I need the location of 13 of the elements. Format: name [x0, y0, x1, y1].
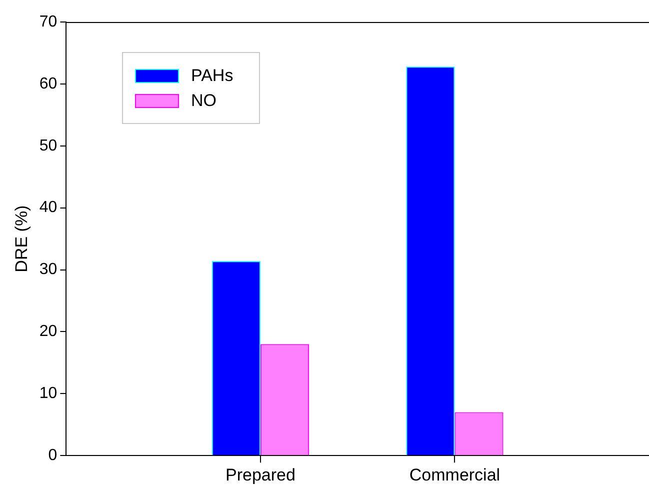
- y-tick-label: 50: [39, 137, 58, 154]
- y-axis-title: DRE (%): [12, 205, 31, 272]
- y-tick-label: 30: [39, 261, 58, 278]
- y-tick-label: 70: [39, 13, 58, 30]
- x-tick-label: Commercial: [409, 465, 500, 484]
- y-tick-label: 20: [39, 323, 58, 340]
- y-tick-label: 40: [39, 199, 58, 216]
- x-tick-label: Prepared: [225, 465, 296, 484]
- legend-label: PAHs: [191, 66, 234, 86]
- y-tick-label: 60: [39, 75, 58, 92]
- legend-label: NO: [191, 90, 216, 110]
- y-tick-label: 10: [39, 385, 58, 402]
- y-tick-label: 0: [48, 447, 58, 464]
